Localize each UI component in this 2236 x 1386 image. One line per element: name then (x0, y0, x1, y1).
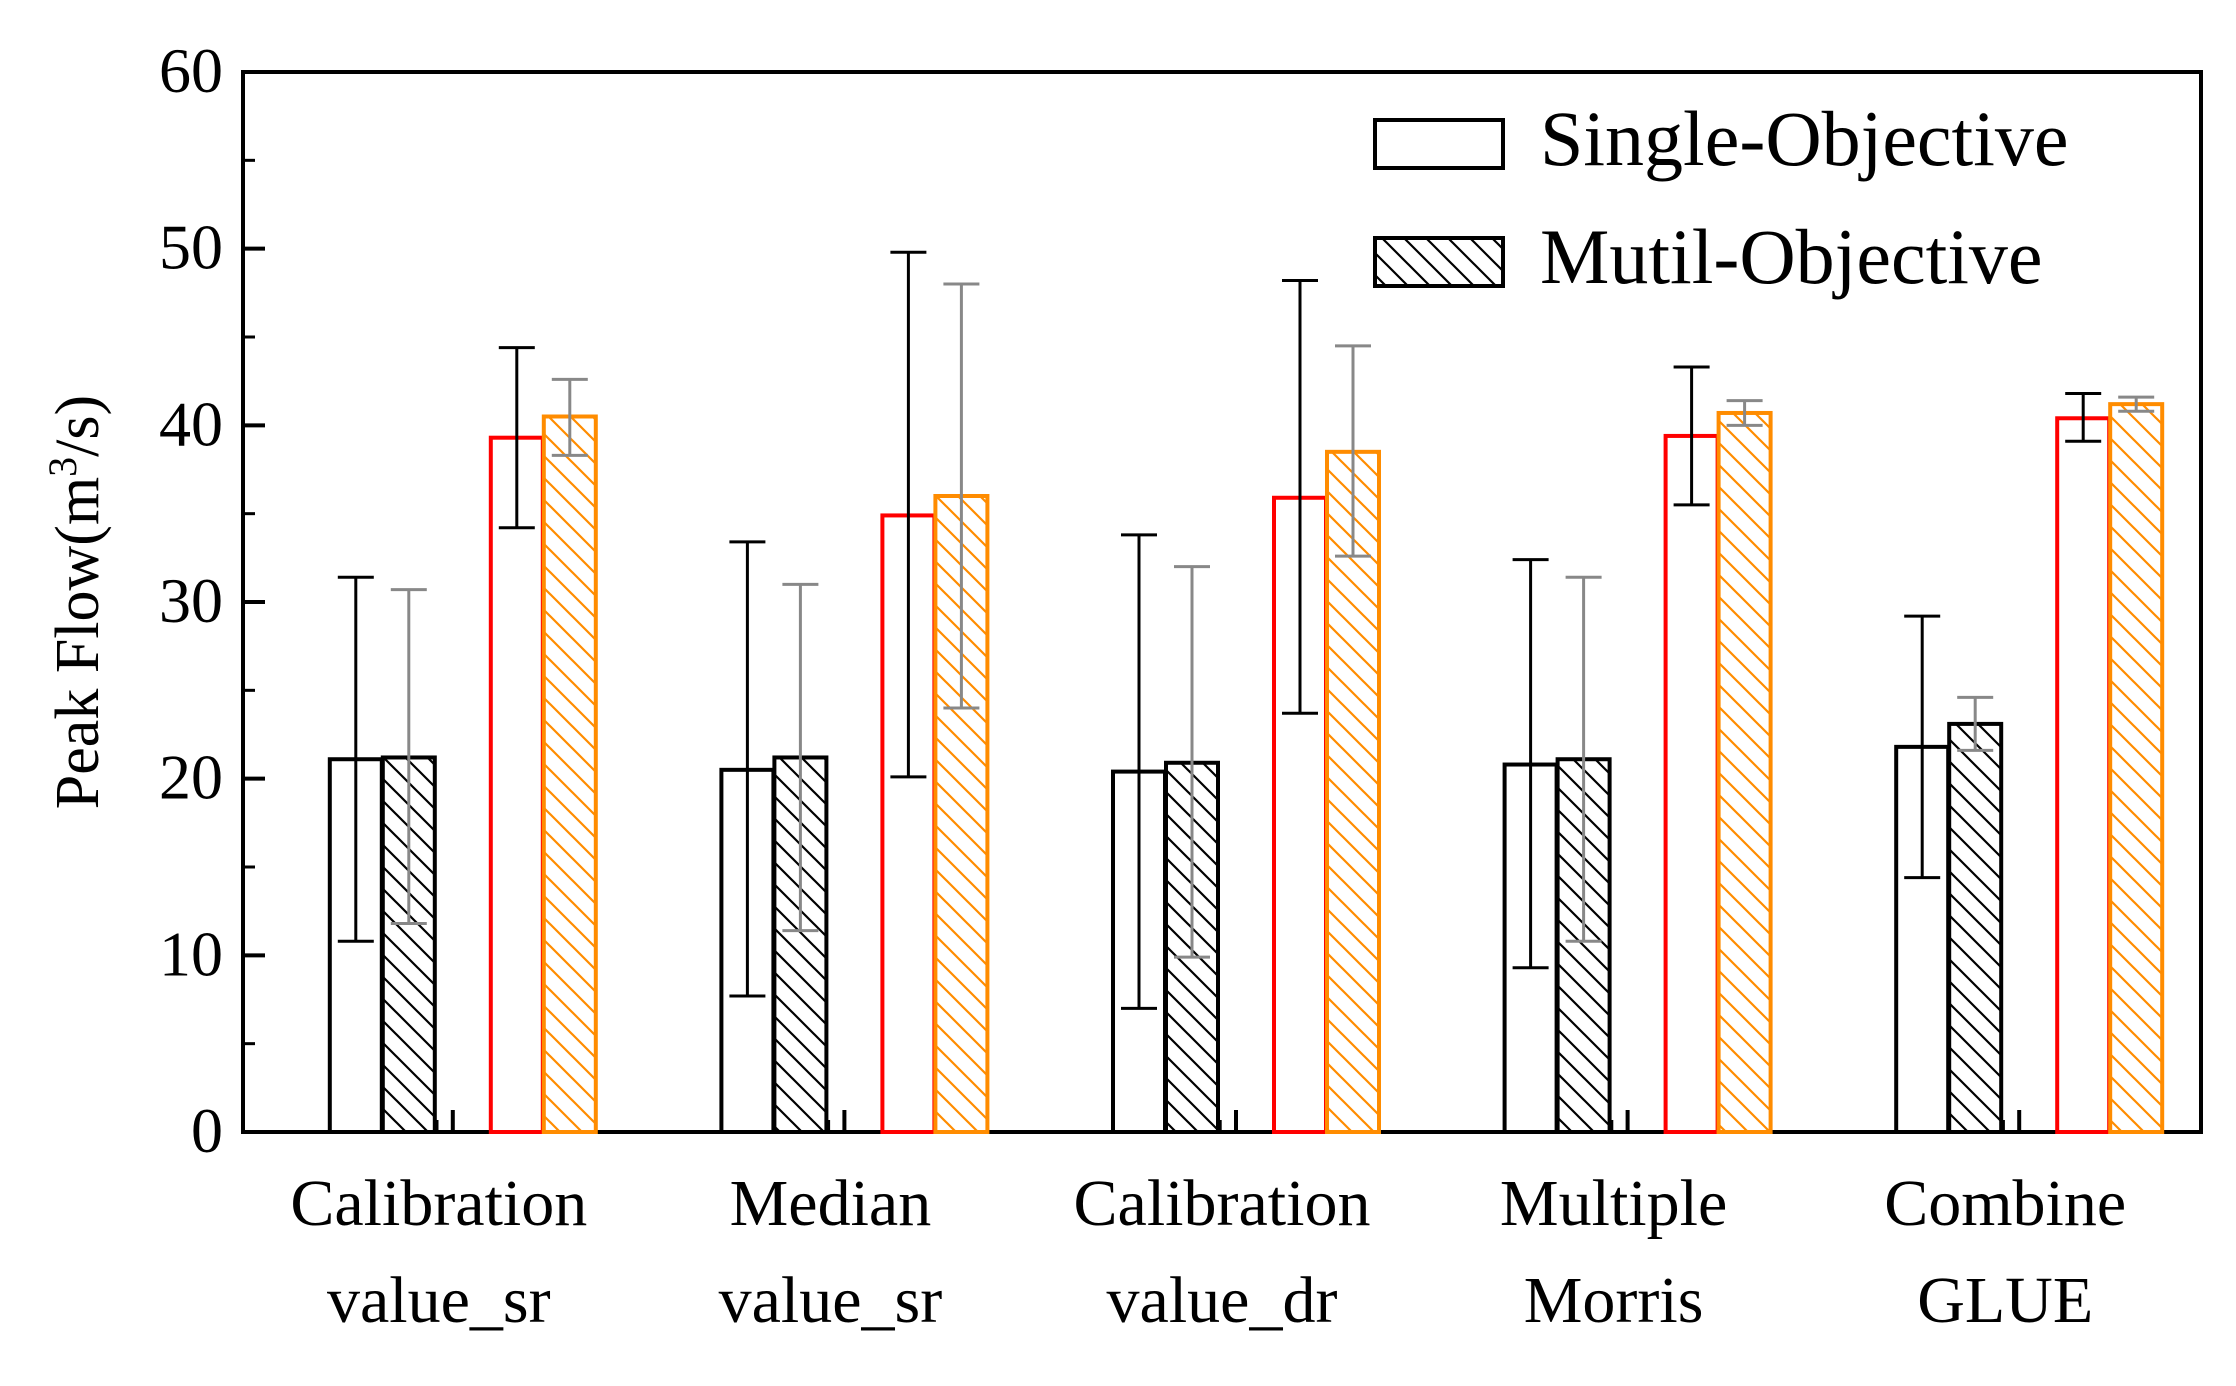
y-axis-title-sup: 3 (40, 457, 85, 477)
y-tick-label: 20 (159, 742, 223, 813)
bar (488, 435, 545, 1134)
x-tick-label-line2: value_dr (1107, 1264, 1338, 1337)
x-tick-label-line1: Median (730, 1167, 932, 1240)
y-tick-label: 10 (159, 918, 223, 989)
x-tick-label-line1: Combine (1884, 1167, 2126, 1240)
legend-swatch-single-objective (1373, 118, 1505, 170)
legend-label-single-objective: Single-Objective (1540, 95, 2069, 182)
y-tick-label: 50 (159, 212, 223, 283)
x-tick-label-line2: value_sr (719, 1264, 943, 1337)
x-tick-label-line1: Multiple (1500, 1167, 1727, 1240)
bar (772, 755, 829, 1134)
y-axis-title: Peak Flow(m3/s) (40, 395, 113, 809)
error-bars (337, 250, 2155, 1010)
bar (1325, 449, 1381, 1135)
bar (1947, 721, 2004, 1135)
bar (2055, 416, 2112, 1134)
y-axis: 0 10 20 30 40 50 60 (159, 35, 265, 1166)
x-tick-label-line2: value_sr (327, 1264, 551, 1337)
legend-label-mutil-objective: Mutil-Objective (1540, 213, 2043, 300)
bar (541, 414, 598, 1134)
bar (1716, 410, 1773, 1134)
x-tick-label-line2: GLUE (1917, 1264, 2093, 1337)
y-tick-label: 40 (159, 388, 223, 459)
y-tick-label: 0 (191, 1095, 223, 1166)
bar (1663, 433, 1720, 1134)
y-tick-label: 60 (159, 35, 223, 106)
legend: Single-Objective Mutil-Objective (1373, 95, 2069, 300)
x-tick-label-line1: Calibration (290, 1167, 587, 1240)
y-tick-label: 30 (159, 565, 223, 636)
legend-swatch-mutil-objective (1373, 236, 1505, 288)
x-axis (435, 1110, 2022, 1132)
x-tick-label-line1: Calibration (1074, 1167, 1371, 1240)
x-tick-label-line2: Morris (1524, 1264, 1704, 1337)
x-tick-labels: Calibration value_sr Median value_sr Calibra… (290, 1167, 2126, 1337)
y-axis-title-unit: /s) (44, 395, 112, 457)
bar (2108, 402, 2165, 1134)
bar-series (327, 402, 2165, 1135)
y-axis-title-main: Peak Flow(m (44, 477, 112, 809)
